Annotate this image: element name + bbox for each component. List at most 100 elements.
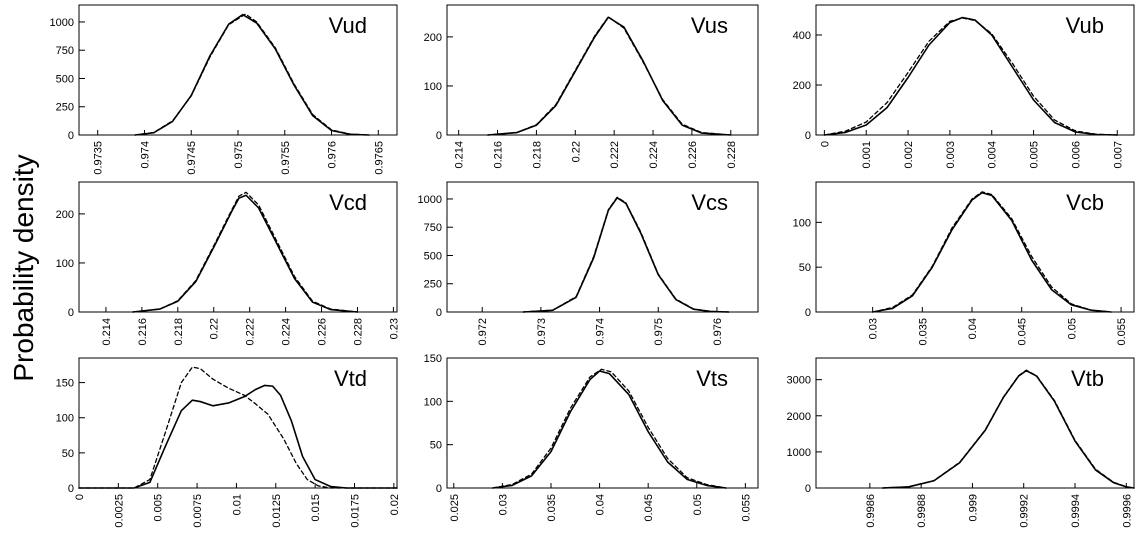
- x-tick-label: 0.005: [1029, 141, 1041, 169]
- x-tick-label: 0.015: [310, 494, 322, 522]
- panel-title: Vud: [329, 13, 367, 38]
- panel-frame: [815, 181, 1135, 313]
- panel-frame: [78, 181, 398, 313]
- x-tick-label: 0.02: [389, 494, 401, 515]
- x-tick-label: 0.9992: [1019, 494, 1031, 528]
- y-tick-label: 150: [56, 378, 74, 390]
- x-tick-label: 0.974: [139, 141, 151, 169]
- x-tick-label: 0.007: [1112, 141, 1124, 169]
- panel-title: Vtb: [1071, 366, 1104, 391]
- y-tick-label: 100: [424, 81, 442, 93]
- x-tick-label: 0.055: [740, 494, 752, 522]
- y-tick-label: 0: [68, 130, 74, 142]
- series-dashed-line: [492, 368, 727, 489]
- y-tick-label: 400: [793, 30, 811, 42]
- x-tick-label: 0.22: [570, 141, 582, 162]
- x-tick-label: 0.976: [327, 141, 339, 169]
- panel-frame: [446, 4, 759, 136]
- x-tick-label: 0.9745: [186, 141, 198, 175]
- y-tick-label: 150: [424, 353, 442, 365]
- x-tick-label: 0.9735: [93, 141, 105, 175]
- x-tick-label: 0.0125: [271, 494, 283, 528]
- y-tick-label: 100: [56, 258, 74, 270]
- panel-frame: [446, 181, 759, 313]
- y-tick-label: 250: [424, 279, 442, 291]
- y-tick-label: 1000: [418, 194, 442, 206]
- x-tick-label: 0.228: [352, 318, 364, 346]
- x-tick-label: 0.222: [609, 141, 621, 169]
- series-solid-line: [132, 194, 359, 313]
- x-tick-label: 0.975: [233, 141, 245, 169]
- y-tick-label: 500: [424, 250, 442, 262]
- y-tick-label: 0: [68, 483, 74, 495]
- x-tick-label: 0.218: [173, 318, 185, 346]
- x-tick-label: 0.226: [687, 141, 699, 169]
- x-tick-label: 0.05: [1066, 318, 1078, 339]
- x-tick-label: 0.035: [917, 318, 929, 346]
- x-tick-label: 0.001: [861, 141, 873, 169]
- y-tick-label: 0: [805, 130, 811, 142]
- x-tick-label: 0.045: [1017, 318, 1029, 346]
- x-tick-label: 0: [74, 494, 86, 500]
- series-dashed-line: [487, 16, 732, 136]
- x-tick-label: 0.216: [493, 141, 505, 169]
- x-tick-label: 0.003: [945, 141, 957, 169]
- x-tick-label: 0.9994: [1070, 494, 1082, 528]
- x-tick-label: 0.004: [987, 141, 999, 169]
- series-dashed-line: [882, 369, 1135, 489]
- panel-title: Vcb: [1066, 190, 1104, 215]
- panel-vcd: 0.214 0.216 0.218 0.22 0.222 0.224 0.226 0.228 0…: [56, 181, 400, 346]
- y-tick-label: 200: [56, 209, 74, 221]
- y-tick-label: 100: [424, 396, 442, 408]
- panel-frame: [815, 357, 1135, 489]
- series-dashed-line: [134, 13, 370, 136]
- series-solid-line: [491, 370, 727, 489]
- panel-vcs: 0.972 0.973 0.974 0.975 0.976 0 250 500 750 1000 V…: [418, 181, 759, 346]
- y-tick-label: 50: [62, 448, 74, 460]
- x-tick-label: 0.006: [1070, 141, 1082, 169]
- series-solid-line: [78, 384, 398, 489]
- x-tick-label: 0.23: [388, 318, 400, 339]
- panel-vtb: 0.9986 0.9988 0.999 0.9992 0.9994 0.9996 0 1000…: [787, 357, 1135, 528]
- x-tick-label: 0.0075: [192, 494, 204, 528]
- panel-frame: [78, 357, 398, 489]
- x-tick-label: 0.224: [648, 141, 660, 169]
- x-tick-label: 0.05: [692, 494, 704, 515]
- x-tick-label: 0.002: [903, 141, 915, 169]
- panel-vub: 0 0.001 0.002 0.003 0.004 0.005 0.006 0.007 0 200…: [793, 4, 1135, 169]
- y-tick-label: 500: [56, 73, 74, 85]
- panel-vus: 0.214 0.216 0.218 0.22 0.222 0.224 0.226 0.228 0…: [424, 4, 759, 169]
- x-tick-label: 0.22: [209, 318, 221, 339]
- series-dashed-line: [132, 191, 359, 313]
- y-tick-label: 50: [430, 440, 442, 452]
- y-tick-label: 0: [805, 483, 811, 495]
- y-tick-label: 750: [424, 222, 442, 234]
- series-dashed-line: [78, 366, 398, 489]
- x-tick-label: 0.214: [101, 318, 113, 346]
- y-tick-label: 0: [436, 307, 442, 319]
- x-tick-label: 0.035: [546, 494, 558, 522]
- x-tick-label: 0.218: [531, 141, 543, 169]
- y-tick-label: 200: [793, 80, 811, 92]
- x-tick-label: 0.0025: [113, 494, 125, 528]
- x-tick-label: 0.005: [153, 494, 165, 522]
- panel-vcb: 0.03 0.035 0.04 0.045 0.05 0.055 0 50 100 Vcb: [793, 181, 1135, 346]
- y-tick-label: 0: [68, 307, 74, 319]
- y-tick-label: 100: [56, 413, 74, 425]
- x-tick-label: 0.228: [726, 141, 738, 169]
- x-tick-label: 0.9755: [280, 141, 292, 175]
- y-tick-label: 0: [436, 130, 442, 142]
- y-tick-label: 0: [436, 483, 442, 495]
- panel-title: Vub: [1066, 13, 1104, 38]
- x-tick-label: 0.214: [454, 141, 466, 169]
- panel-title: Vcs: [691, 190, 728, 215]
- x-tick-label: 0.9986: [865, 494, 877, 528]
- x-tick-label: 0.999: [967, 494, 979, 522]
- panel-frame: [815, 4, 1135, 136]
- x-tick-label: 0.025: [449, 494, 461, 522]
- x-tick-label: 0.01: [231, 494, 243, 515]
- x-tick-label: 0.973: [536, 318, 548, 346]
- x-tick-label: 0: [819, 141, 831, 147]
- x-tick-label: 0.0175: [349, 494, 361, 528]
